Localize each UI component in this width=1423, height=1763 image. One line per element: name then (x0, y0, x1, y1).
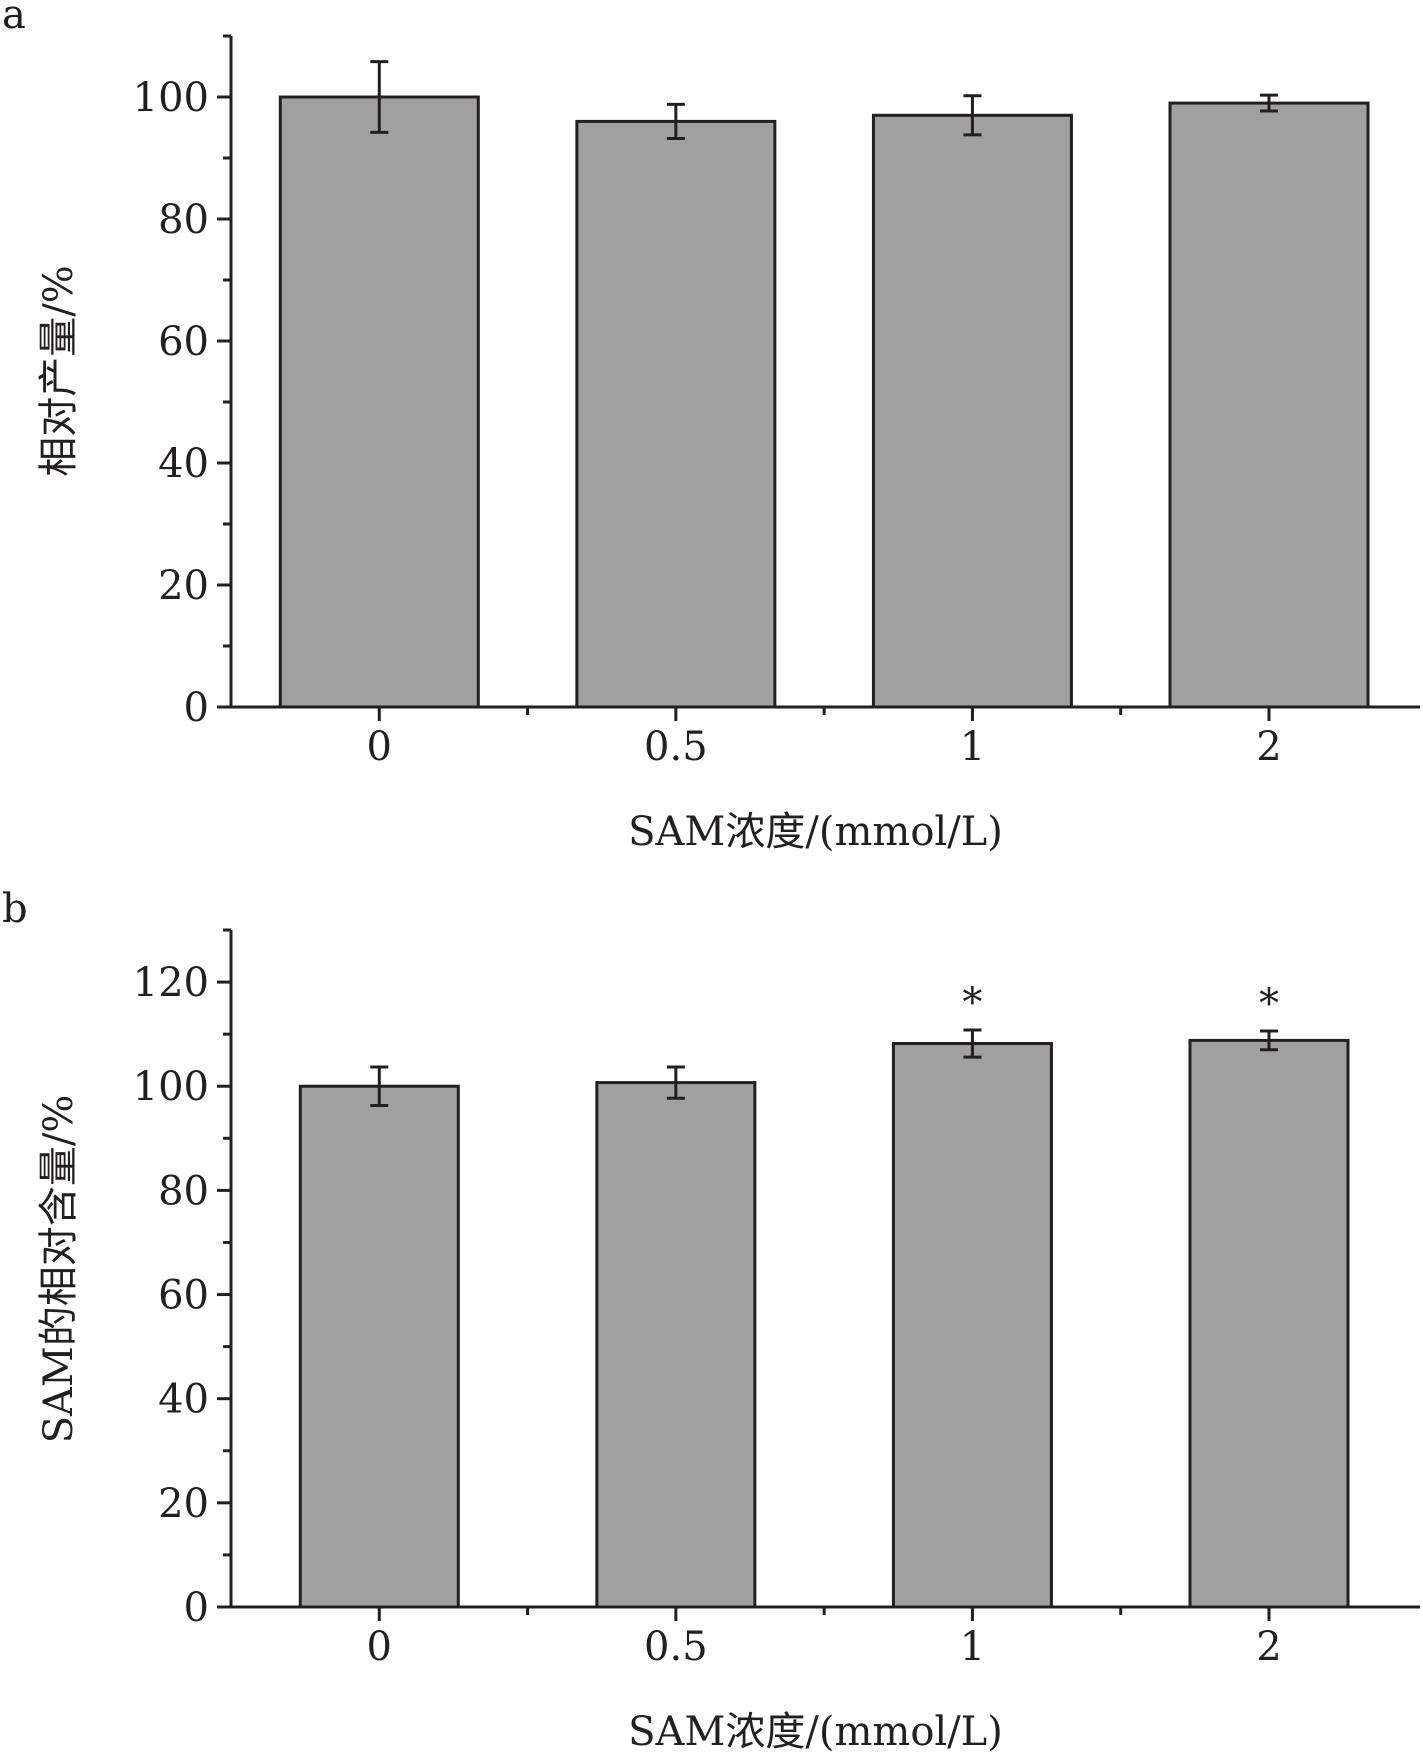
bar-2 (1188, 1038, 1350, 1609)
error-bar (666, 1065, 685, 1100)
bar-0 (278, 95, 480, 709)
panel-letter: a (2, 0, 26, 38)
y-tick-label: 20 (158, 563, 209, 609)
bar-1 (871, 113, 1073, 709)
x-tick-label: 0 (367, 724, 392, 770)
y-tick-label: 60 (158, 1273, 209, 1319)
error-bar (370, 1065, 389, 1107)
error-bar (370, 60, 389, 134)
significance-marker: * (962, 980, 982, 1026)
panel-letter: b (2, 886, 28, 932)
y-tick-label: 80 (158, 197, 209, 243)
error-bar (1260, 93, 1278, 113)
x-tick-label: 2 (1256, 724, 1281, 770)
error-bar (1260, 1029, 1278, 1052)
error-bar (963, 94, 982, 137)
bar-0_5 (575, 119, 777, 709)
x-tick-label: 0.5 (644, 724, 708, 770)
significance-marker: * (1259, 981, 1279, 1027)
error-bar (963, 1028, 982, 1059)
x-tick-label: 0.5 (644, 1624, 708, 1670)
y-axis-title: 相对产量/% (36, 265, 82, 476)
y-tick-label: 100 (133, 75, 209, 121)
y-tick-label: 80 (158, 1168, 209, 1214)
y-tick-label: 0 (184, 685, 209, 731)
x-tick-label: 2 (1256, 1624, 1281, 1670)
y-tick-label: 0 (184, 1585, 209, 1631)
x-tick-label: 1 (960, 1624, 985, 1670)
y-axis-title: SAM的相对含量/% (36, 1095, 82, 1444)
bar-0 (298, 1084, 460, 1609)
chart-panel-b: b * * 0 20 40 60 80 100 120 0 0.5 1 2 SAM浓度/(mmol/L) SA… (2, 886, 1420, 1755)
bar-0_5 (595, 1081, 757, 1609)
x-axis-title: SAM浓度/(mmol/L) (628, 1709, 1003, 1755)
y-tick-label: 60 (158, 319, 209, 365)
bar-2 (1168, 101, 1370, 709)
y-tick-label: 100 (133, 1064, 209, 1110)
error-bar (666, 102, 685, 140)
y-tick-label: 40 (158, 441, 209, 487)
y-tick-label: 20 (158, 1481, 209, 1527)
x-tick-label: 0 (367, 1624, 392, 1670)
y-tick-label: 120 (133, 960, 209, 1006)
x-tick-label: 1 (960, 724, 985, 770)
bar-1 (891, 1042, 1053, 1609)
y-tick-label: 40 (158, 1377, 209, 1423)
x-axis-title: SAM浓度/(mmol/L) (628, 809, 1003, 855)
chart-panel-a: a 0 20 40 60 80 100 0 0.5 1 2 SAM浓度/(mmol/L) 相对产量/% (2, 0, 1420, 855)
